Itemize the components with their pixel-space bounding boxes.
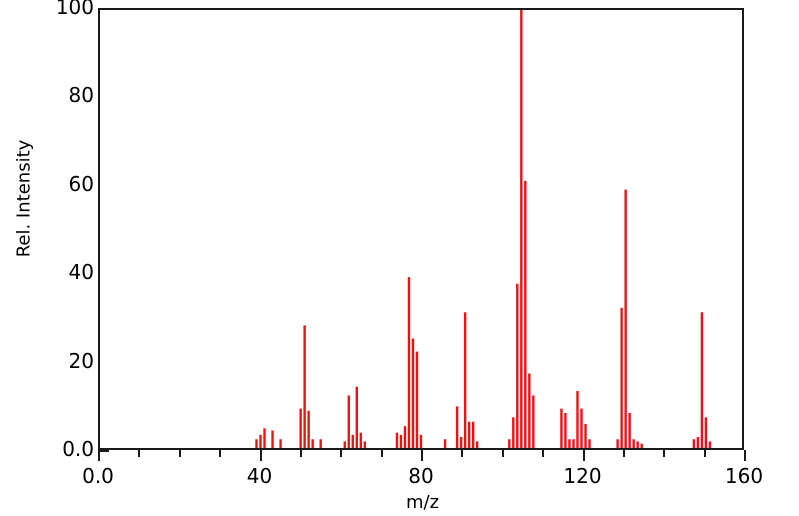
x-tick-major: [421, 450, 423, 461]
y-tick-label: 60: [68, 171, 94, 196]
x-tick-minor: [663, 450, 666, 457]
x-tick-label: 120: [563, 464, 602, 488]
spectrum-series: [255, 10, 712, 448]
x-tick-major: [259, 450, 262, 461]
plot-area: [98, 8, 744, 450]
x-tick-label: 0.0: [82, 464, 114, 488]
y-tick-label: 40: [68, 260, 94, 285]
x-tick-minor: [501, 450, 504, 457]
x-axis-title: m/z: [0, 492, 799, 513]
x-tick-minor: [340, 450, 343, 457]
y-tick-major: [98, 450, 109, 452]
x-tick-minor: [178, 450, 181, 457]
x-tick-major: [582, 450, 585, 461]
x-tick-minor: [219, 450, 222, 457]
x-tick-minor: [380, 450, 383, 457]
x-tick-minor: [461, 450, 464, 457]
x-tick-minor: [622, 450, 625, 457]
x-tick-major: [98, 450, 100, 461]
x-tick-label: 160: [724, 464, 764, 488]
y-tick-label: 20: [68, 348, 94, 373]
x-axis-title-text: m/z: [405, 492, 440, 513]
y-tick-label: 80: [68, 83, 94, 108]
x-tick-major: [744, 450, 746, 461]
x-tick-minor: [542, 450, 545, 457]
x-tick-label: 80: [408, 464, 434, 488]
y-axis-title-text: Rel. Intensity: [13, 139, 35, 258]
x-tick-label: 40: [246, 464, 273, 488]
x-tick-minor: [138, 450, 141, 457]
x-tick-minor: [703, 450, 706, 457]
x-tick-minor: [299, 450, 302, 457]
y-tick-label: 100: [55, 0, 94, 19]
y-tick-label: 0.0: [62, 437, 94, 461]
